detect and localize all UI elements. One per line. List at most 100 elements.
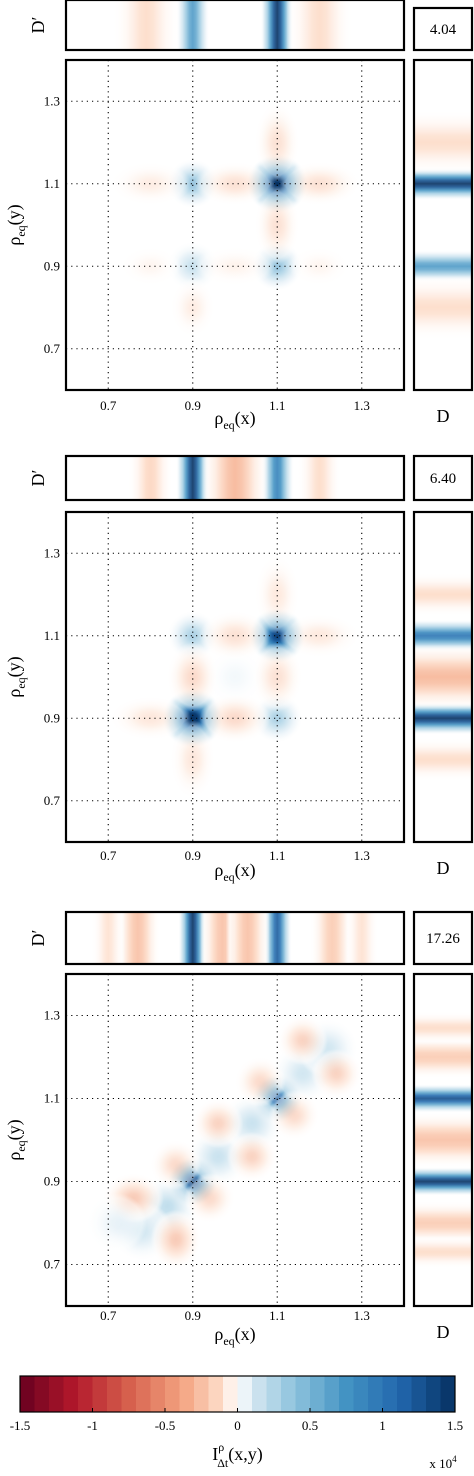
side-strip-frame	[412, 510, 474, 844]
colorbar-segment	[411, 1376, 427, 1412]
heatmap-blob	[194, 161, 276, 206]
y-tick-label: 0.7	[44, 1257, 61, 1272]
colorbar-segment	[397, 1376, 412, 1412]
colorbar-tick-label: 0	[234, 1418, 241, 1433]
colorbar-segment	[92, 1376, 108, 1412]
colorbar-segment	[49, 1376, 64, 1412]
y-axis-label: ρeq(y)	[4, 204, 28, 245]
colorbar-segment	[353, 1376, 369, 1412]
side-strip-band	[414, 644, 472, 710]
colorbar-segment	[208, 1376, 224, 1412]
heatmap-area	[109, 554, 361, 800]
colorbar-segment	[440, 1376, 456, 1412]
colorbar-segment	[121, 1376, 137, 1412]
panels-group: 0.7 0.9 1.1 1.3 0.7 0.9 1.1 1.3 ρeq(x) ρeq(y) D′ D 4…	[4, 0, 474, 1348]
top-strip-band	[113, 0, 180, 50]
colorbar: -1.5 -1 -0.5 0 0.5 1 1.5 Iρ Δt(x,y) x 104	[10, 1375, 463, 1471]
heatmap-blob	[86, 1193, 148, 1253]
colorbar-segment	[63, 1376, 79, 1412]
heatmap-blob	[278, 613, 361, 658]
side-strip-area	[414, 110, 472, 340]
colorbar-segment	[107, 1376, 122, 1412]
top-strip-frame	[64, 454, 406, 502]
colorbar-segment	[34, 1376, 50, 1412]
heatmap-blob	[194, 246, 276, 287]
value-box	[412, 454, 474, 502]
value-label: 17.26	[426, 931, 460, 947]
x-tick-label: 1.3	[354, 848, 370, 863]
top-strip-frame	[64, 910, 406, 966]
top-strip-band	[128, 456, 173, 500]
heatmap-blob	[254, 554, 300, 635]
x-tick-label: 1.3	[354, 1308, 370, 1323]
colorbar-segment	[382, 1376, 398, 1412]
heatmap-blob	[150, 1140, 202, 1190]
side-strip-frame	[412, 58, 474, 392]
colorbar-segment	[194, 1376, 209, 1412]
colorbar-segment	[295, 1376, 311, 1412]
side-strip-band	[414, 573, 472, 616]
top-strip-band	[202, 456, 268, 500]
y-tick-label: 1.1	[44, 628, 60, 643]
colorbar-segment	[165, 1376, 180, 1412]
heatmap-blob	[170, 719, 216, 800]
heatmap-area	[109, 102, 361, 338]
heatmap-blob	[289, 246, 350, 287]
x-tick-label: 0.7	[100, 1308, 117, 1323]
side-strip-label: D	[437, 858, 450, 878]
x-axis-label: ρeq(x)	[214, 1324, 255, 1348]
colorbar-segment	[136, 1376, 151, 1412]
main-plot-frame	[64, 972, 406, 1308]
top-strip-area	[91, 912, 379, 964]
side-strip-frame	[412, 972, 474, 1308]
top-strip-area	[128, 456, 342, 500]
colorbar-segment	[281, 1376, 296, 1412]
side-strip-area	[414, 573, 472, 781]
side-strip-band	[414, 1113, 472, 1167]
colorbar-segment	[252, 1376, 267, 1412]
x-tick-label: 1.1	[269, 398, 285, 413]
y-tick-label: 1.3	[44, 545, 60, 560]
side-strip-band	[414, 1167, 472, 1196]
heatmap-blob	[199, 611, 271, 661]
heatmap-blob	[235, 1057, 286, 1107]
heatmap-blob	[277, 1015, 328, 1066]
heatmap-area	[86, 1015, 362, 1270]
colorbar-tick-label: -0.5	[155, 1418, 176, 1433]
top-strip-band	[225, 912, 270, 964]
x-axis-label: ρeq(x)	[214, 860, 255, 884]
colorbar-segment	[310, 1376, 325, 1412]
colorbar-label: Iρ Δt(x,y)	[212, 1440, 263, 1470]
x-tick-label: 0.7	[100, 398, 117, 413]
y-tick-label: 1.3	[44, 93, 60, 108]
y-tick-label: 0.9	[44, 1174, 60, 1189]
y-tick-label: 1.1	[44, 176, 60, 191]
colorbar-segment	[237, 1376, 253, 1412]
colorbar-tick-label: -1.5	[10, 1418, 31, 1433]
top-strip-frame	[64, 0, 406, 52]
value-box	[412, 910, 474, 966]
top-strip-label: D′	[28, 929, 48, 946]
y-tick-label: 0.7	[44, 793, 61, 808]
colorbar-segment	[426, 1376, 441, 1412]
top-strip-area	[113, 0, 353, 50]
y-tick-label: 1.1	[44, 1091, 60, 1106]
heatmap-blob	[254, 185, 300, 265]
heatmap-blob	[311, 1048, 362, 1099]
side-strip-band	[414, 738, 472, 781]
heatmap-blob	[251, 642, 303, 712]
top-strip-band	[91, 912, 125, 964]
side-strip-band	[414, 1011, 472, 1045]
panel-3: 0.7 0.9 1.1 1.3 0.7 0.9 1.1 1.3 ρeq(x) ρeq(y) D′ D 1…	[4, 910, 474, 1348]
colorbar-segment	[324, 1376, 340, 1412]
top-strip-label: D′	[28, 16, 48, 33]
side-strip-band	[414, 275, 472, 340]
colorbar-tick-label: 0.5	[302, 1418, 318, 1433]
y-tick-label: 0.9	[44, 258, 60, 273]
heatmap-blob	[226, 1131, 278, 1182]
side-strip-label: D	[437, 406, 450, 426]
x-axis-label: ρeq(x)	[214, 408, 255, 432]
x-tick-label: 1.3	[354, 398, 370, 413]
colorbar-tick-label: 1.5	[447, 1418, 463, 1433]
